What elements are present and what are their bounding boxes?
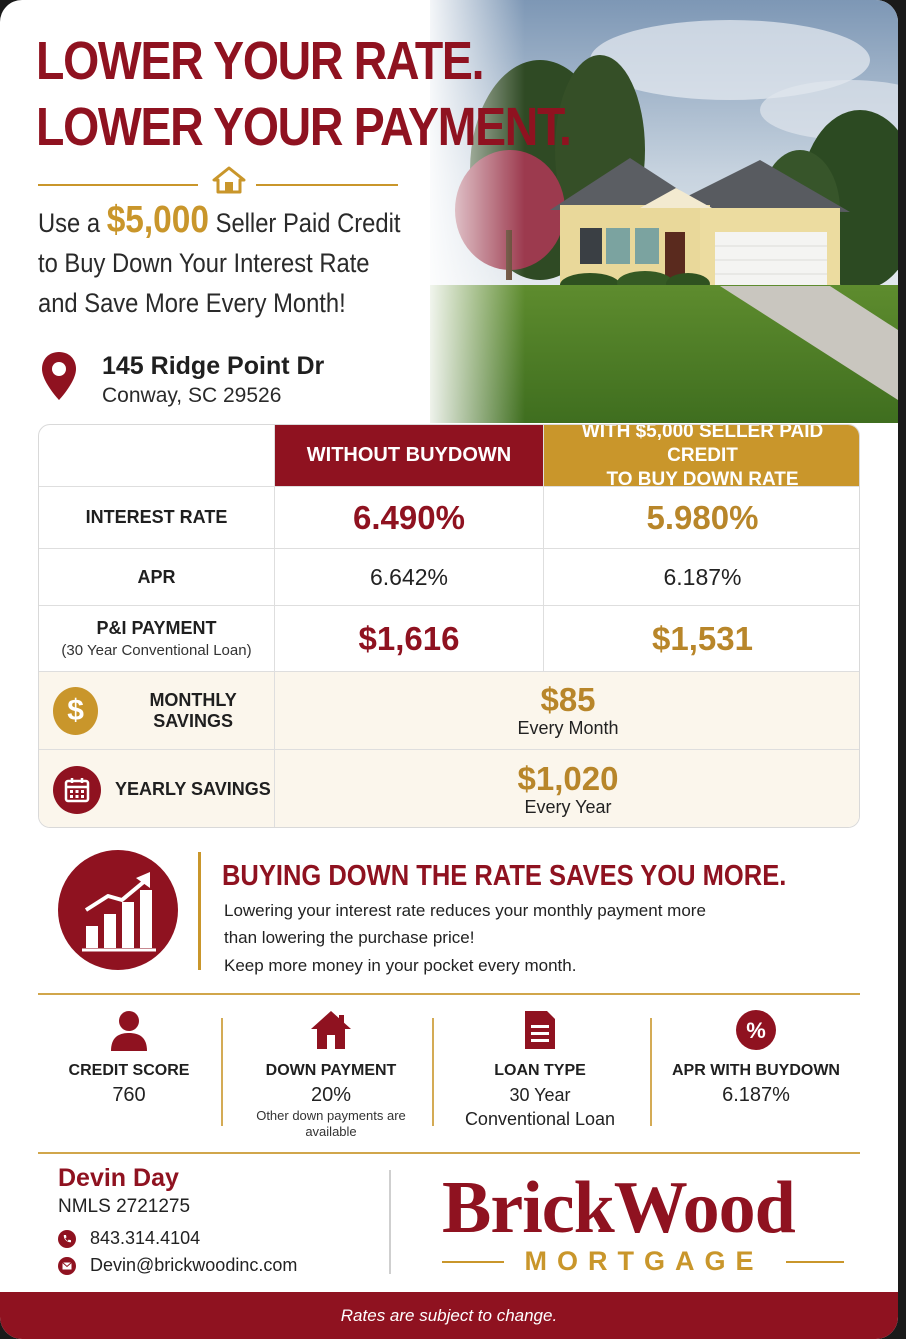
email-address[interactable]: Devin@brickwoodinc.com <box>90 1255 298 1275</box>
section-divider <box>38 1152 860 1154</box>
row-label-interest-rate: INTEREST RATE <box>39 487 275 549</box>
detail-apr-buydown: % APR WITH BUYDOWN 6.187% <box>651 1008 861 1106</box>
calendar-icon <box>53 765 101 814</box>
apr-with: 6.187% <box>544 549 859 606</box>
rate-comparison-table: WITHOUT BUYDOWN WITH $5,000 SELLER PAID … <box>38 424 860 828</box>
header-with-line-2: TO BUY DOWN RATE <box>606 468 799 490</box>
brand-subtitle: MORTGAGE <box>442 1244 846 1280</box>
yearly-savings-period: Every Year <box>524 797 612 817</box>
detail-separator <box>432 1018 434 1126</box>
percent-icon: % <box>651 1008 861 1052</box>
detail-down-payment: DOWN PAYMENT 20% Other down payments are… <box>226 1008 436 1140</box>
subhead-line-2: to Buy Down Your Interest Rate <box>38 248 370 278</box>
detail-separator <box>221 1018 223 1126</box>
monthly-savings-amount: $85 <box>540 681 596 718</box>
subhead-line-3: and Save More Every Month! <box>38 288 346 318</box>
address-city: Conway, SC 29526 <box>102 384 282 407</box>
tagline-title: BUYING DOWN THE RATE SAVES YOU MORE. <box>222 860 787 892</box>
disclaimer-text: Rates are subject to change. <box>340 1305 558 1325</box>
detail-label: LOAN TYPE <box>494 1062 586 1079</box>
detail-label: DOWN PAYMENT <box>265 1062 397 1079</box>
row-label-pi-payment: P&I PAYMENT (30 Year Conventional Loan) <box>39 606 275 672</box>
brickwood-logo: BrickWood <box>442 1167 796 1249</box>
monthly-savings-value: $85 Every Month <box>275 672 859 750</box>
person-icon <box>24 1008 234 1052</box>
yearly-savings-amount: $1,020 <box>517 760 619 797</box>
subhead-prefix: Use a <box>38 208 101 238</box>
detail-value: 6.187% <box>722 1084 790 1106</box>
apr-without: 6.642% <box>275 549 544 606</box>
row-label-text: P&I PAYMENT <box>96 618 217 638</box>
table-corner <box>39 425 275 487</box>
headline-line-1: LOWER YOUR RATE. <box>36 31 485 91</box>
brand-subtitle-text: MORTGAGE <box>524 1246 764 1276</box>
seller-credit-amount: $5,000 <box>106 199 209 241</box>
svg-text:%: % <box>746 1018 766 1043</box>
loan-officer-name: Devin Day <box>58 1164 179 1192</box>
row-label-subtext: (30 Year Conventional Loan) <box>61 642 252 659</box>
detail-value: 30 Year <box>509 1085 571 1105</box>
detail-label: CREDIT SCORE <box>68 1062 190 1079</box>
house-divider-icon <box>212 166 246 194</box>
footer-separator <box>389 1170 391 1274</box>
yearly-savings-label: YEARLY SAVINGS <box>115 779 271 799</box>
detail-loan-type: LOAN TYPE 30 Year Conventional Loan <box>435 1008 645 1130</box>
headline-line-2: LOWER YOUR PAYMENT. <box>36 97 572 157</box>
tagline-divider <box>198 852 201 970</box>
interest-rate-without: 6.490% <box>275 487 544 549</box>
phone-icon <box>58 1229 76 1248</box>
headline: LOWER YOUR RATE. LOWER YOUR PAYMENT. <box>36 28 572 160</box>
yearly-savings-value: $1,020 Every Year <box>275 750 859 827</box>
dollar-icon: $ <box>53 686 99 735</box>
detail-label: APR WITH BUYDOWN <box>672 1062 840 1079</box>
monthly-savings-period: Every Month <box>517 718 619 738</box>
subhead-suffix: Seller Paid Credit <box>215 208 401 238</box>
growth-chart-icon <box>58 850 178 970</box>
detail-separator <box>650 1018 652 1126</box>
detail-value: 20% <box>310 1084 352 1106</box>
pi-payment-without: $1,616 <box>275 606 544 672</box>
tagline-line-2: than lowering the purchase price! <box>224 928 475 947</box>
officer-phone[interactable]: 843.314.4104 <box>58 1228 200 1249</box>
hero-fade <box>395 0 525 423</box>
row-label-monthly-savings: $ MONTHLY SAVINGS <box>39 672 275 750</box>
location-pin-icon <box>42 352 76 400</box>
row-label-text: APR <box>137 566 176 587</box>
tagline-line-1: Lowering your interest rate reduces your… <box>224 901 706 920</box>
loan-officer-nmls: NMLS 2721275 <box>58 1196 191 1217</box>
header-without-buydown: WITHOUT BUYDOWN <box>275 425 544 487</box>
row-label-apr: APR <box>39 549 275 606</box>
tagline-line-3: Keep more money in your pocket every mon… <box>224 956 577 975</box>
row-label-yearly-savings: YEARLY SAVINGS <box>39 750 275 827</box>
interest-rate-with: 5.980% <box>544 487 859 549</box>
pi-payment-with: $1,531 <box>544 606 859 672</box>
phone-number[interactable]: 843.314.4104 <box>90 1228 201 1248</box>
detail-credit-score: CREDIT SCORE 760 <box>24 1008 234 1106</box>
section-divider <box>38 993 860 995</box>
detail-note: Other down payments are available <box>256 1108 406 1139</box>
header-with-line-1: WITH $5,000 SELLER PAID CREDIT <box>581 424 824 466</box>
house-icon <box>226 1008 436 1052</box>
email-icon <box>58 1256 76 1275</box>
document-icon <box>435 1008 645 1052</box>
headline-divider <box>38 164 398 194</box>
address-street: 145 Ridge Point Dr <box>102 352 325 380</box>
disclaimer-bar: Rates are subject to change. <box>0 1292 898 1339</box>
header-with-buydown: WITH $5,000 SELLER PAID CREDIT TO BUY DO… <box>544 424 859 490</box>
row-label-text: INTEREST RATE <box>85 507 228 527</box>
detail-value: 760 <box>112 1084 146 1106</box>
monthly-savings-label: MONTHLY SAVINGS <box>149 689 237 731</box>
subheadline: Use a $5,000 Seller Paid Credit to Buy D… <box>38 200 408 323</box>
detail-note: Conventional Loan <box>464 1109 616 1129</box>
officer-email[interactable]: Devin@brickwoodinc.com <box>58 1255 297 1276</box>
